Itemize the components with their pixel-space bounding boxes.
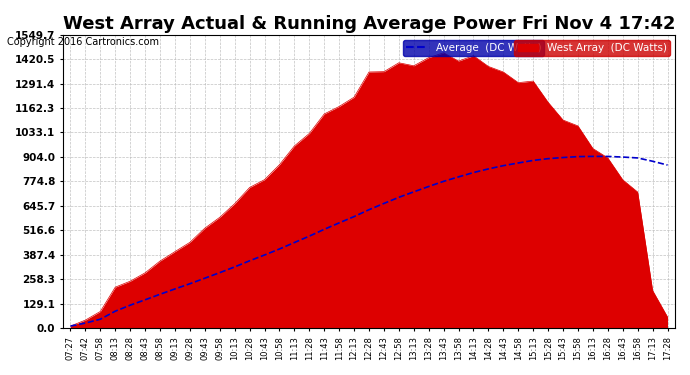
Title: West Array Actual & Running Average Power Fri Nov 4 17:42: West Array Actual & Running Average Powe…: [63, 15, 676, 33]
Legend: West Array  (DC Watts): West Array (DC Watts): [514, 40, 670, 56]
Text: Copyright 2016 Cartronics.com: Copyright 2016 Cartronics.com: [7, 37, 159, 47]
